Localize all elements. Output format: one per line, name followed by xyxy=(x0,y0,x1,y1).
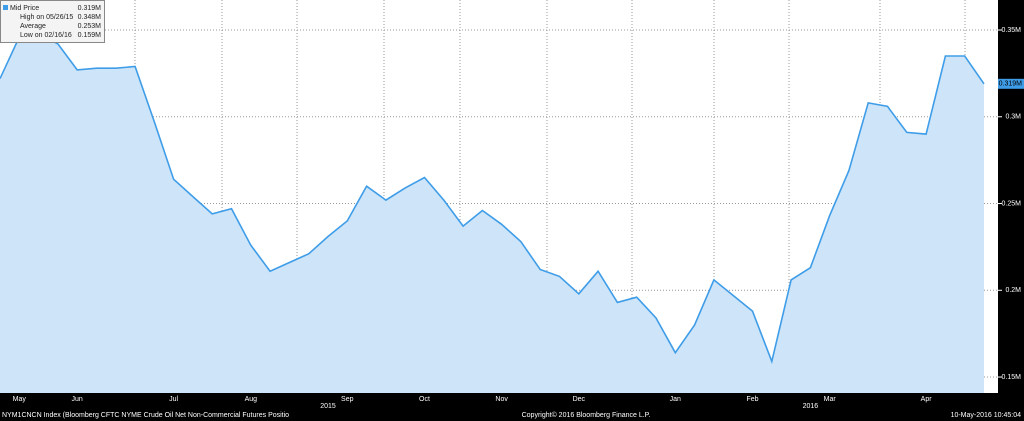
x-tick-label: Jul xyxy=(169,396,178,403)
stat-value: 0.319M xyxy=(78,5,102,12)
x-tick-label: Aug xyxy=(245,396,258,403)
x-group-label: 2016 xyxy=(803,403,819,410)
last-value-tag xyxy=(998,78,1024,89)
x-group-label: 2015 xyxy=(320,403,336,410)
y-tick-label: 0.3M xyxy=(1005,114,1021,121)
last-value-label: 0.319M xyxy=(999,81,1023,88)
x-tick-label: Dec xyxy=(573,396,586,403)
x-tick-label: Feb xyxy=(746,396,758,403)
stat-value: 0.253M xyxy=(78,23,102,30)
y-tick-label: 0.35M xyxy=(1002,27,1022,34)
footer-center: Copyright© 2016 Bloomberg Finance L.P. xyxy=(522,411,651,419)
x-tick-label: Sep xyxy=(341,396,354,403)
legend: Mid Price 0.319M High on 05/26/15 0.348M Ave… xyxy=(0,0,105,43)
stat-value: 0.159M xyxy=(78,32,102,39)
stat-name: Low on 02/16/16 xyxy=(20,32,72,39)
footer-left: NYM1CNCN Index (Bloomberg CFTC NYME Crud… xyxy=(2,412,289,419)
area xyxy=(0,33,984,393)
footer-right: 10-May-2016 10:45:04 xyxy=(951,412,1022,419)
x-tick-label: Jan xyxy=(670,396,681,403)
stat-name: Average xyxy=(20,23,46,30)
x-tick-label: Nov xyxy=(495,396,508,403)
stat-name: High on 05/26/15 xyxy=(20,14,73,21)
x-tick-label: Oct xyxy=(419,396,430,403)
x-tick-label: Jun xyxy=(72,396,83,403)
x-tick-label: May xyxy=(13,396,27,403)
legend-box xyxy=(0,0,105,43)
line xyxy=(0,32,985,365)
x-tick-label: Mar xyxy=(824,396,837,403)
x-tick-label: Apr xyxy=(921,396,933,403)
stat-name: Mid Price xyxy=(10,5,39,12)
y-tick-label: 0.2M xyxy=(1005,287,1021,294)
stat-value: 0.348M xyxy=(78,14,102,21)
legend-swatch xyxy=(3,5,8,10)
y-tick-label: 0.15M xyxy=(1002,374,1022,381)
y-tick-label: 0.25M xyxy=(1002,200,1022,207)
